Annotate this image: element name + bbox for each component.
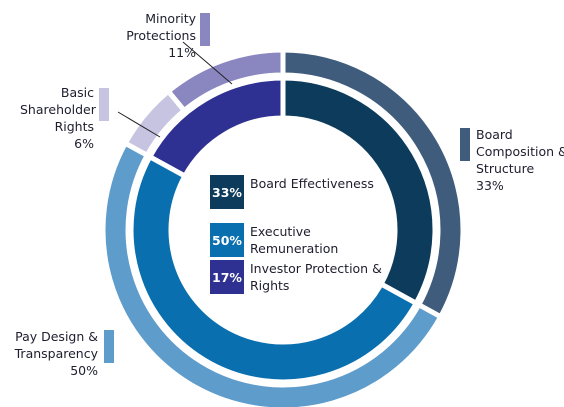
value-label: 33%	[476, 178, 504, 193]
legend-label: Executive Remuneration	[250, 224, 339, 256]
outer-label: Basic Shareholder Rights 6%	[20, 84, 96, 152]
legend-swatch	[460, 128, 470, 161]
legend-label: Board Effectiveness	[250, 176, 374, 191]
outer-label: Board Composition & Structure 33%	[476, 126, 564, 194]
outer-label: Pay Design & Transparency 50%	[0, 328, 98, 379]
legend-swatch	[200, 13, 210, 46]
donut-segment	[100, 139, 445, 407]
category-label: Minority Protections	[126, 11, 196, 43]
value-label: 6%	[74, 136, 94, 151]
donut-segment	[121, 87, 188, 159]
category-label: Basic Shareholder Rights	[20, 85, 96, 134]
category-label: Board Composition & Structure	[476, 127, 564, 176]
leader-line	[182, 41, 233, 85]
leader-line	[117, 111, 161, 138]
outer-label: Minority Protections 11%	[110, 10, 196, 61]
donut-segment	[128, 153, 420, 385]
legend-swatch	[104, 330, 114, 363]
donut-segment	[280, 47, 466, 321]
value-label: 11%	[168, 45, 196, 60]
legend-label: Investor Protection & Rights	[250, 261, 382, 293]
value-label: 50%	[70, 363, 98, 378]
value-badge: 33%	[210, 175, 244, 209]
value-badge: 50%	[210, 223, 244, 257]
donut-segment	[280, 75, 438, 307]
legend-swatch	[99, 88, 109, 121]
category-label: Pay Design & Transparency	[14, 329, 98, 361]
value-badge: 17%	[210, 260, 244, 294]
